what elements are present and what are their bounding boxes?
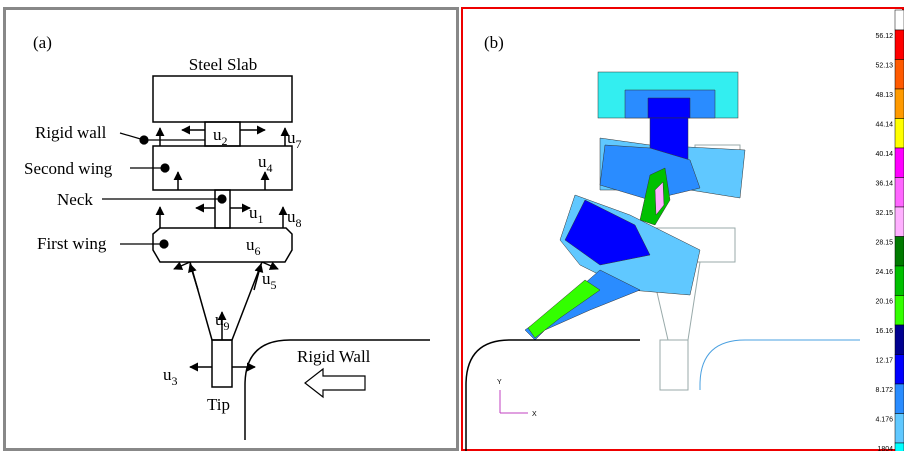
part-label: Rigid wall — [35, 123, 107, 142]
legend-label: 12.17 — [875, 358, 893, 365]
legend-label: 16.16 — [875, 328, 893, 335]
legend-swatch — [895, 443, 904, 451]
legend-label: 52.13 — [875, 63, 893, 70]
part-label: Second wing — [24, 159, 113, 178]
panel-label: (b) — [484, 33, 504, 52]
legend-swatch — [895, 119, 904, 149]
legend-label: 4.176 — [875, 417, 893, 424]
legend-swatch — [895, 266, 904, 296]
legend-swatch — [895, 237, 904, 267]
subscript: 6 — [255, 244, 261, 258]
part-label: Rigid Wall — [297, 347, 371, 366]
legend-label: 32.15 — [875, 210, 893, 217]
legend-swatch — [895, 384, 904, 414]
part-label: Tip — [207, 395, 230, 414]
legend-swatch — [895, 10, 904, 30]
axis-label: X — [532, 411, 537, 418]
subscript: 9 — [224, 319, 230, 333]
panel-label: (a) — [33, 33, 52, 52]
legend-swatch — [895, 355, 904, 385]
figure: (a) Steel Slab Rigid wall Second wing Ne… — [0, 0, 904, 451]
legend-label: 40.14 — [875, 151, 893, 158]
legend-label: 1804 — [877, 446, 893, 451]
subscript: 7 — [296, 137, 302, 151]
panel-a-frame — [5, 9, 458, 450]
legend-swatch — [895, 30, 904, 60]
subscript: 2 — [222, 134, 228, 148]
legend-swatch — [895, 296, 904, 326]
subscript: 8 — [296, 216, 302, 230]
legend: 56.12 52.13 48.13 44.14 40.14 36.14 32.15 28.15… — [875, 30, 904, 451]
legend-label: 36.14 — [875, 181, 893, 188]
subscript: 3 — [172, 374, 178, 388]
legend-swatch — [895, 414, 904, 444]
legend-label: 24.16 — [875, 269, 893, 276]
legend-label: 48.13 — [875, 92, 893, 99]
subscript: 5 — [271, 278, 277, 292]
legend-label: 28.15 — [875, 240, 893, 247]
legend-swatch — [895, 178, 904, 208]
part-label: Neck — [57, 190, 93, 209]
part-label: Steel Slab — [189, 55, 257, 74]
legend-swatch — [895, 148, 904, 178]
legend-swatch — [895, 207, 904, 237]
subscript: 4 — [267, 161, 273, 175]
legend-swatch — [895, 60, 904, 90]
legend-swatch — [895, 89, 904, 119]
legend-label: 56.12 — [875, 33, 893, 40]
part-label: First wing — [37, 234, 107, 253]
legend-label: 8.172 — [875, 387, 893, 394]
legend-label: 20.16 — [875, 299, 893, 306]
legend-label: 44.14 — [875, 122, 893, 129]
subscript: 1 — [258, 212, 264, 226]
axis-label: Y — [497, 379, 502, 386]
legend-swatch — [895, 325, 904, 355]
